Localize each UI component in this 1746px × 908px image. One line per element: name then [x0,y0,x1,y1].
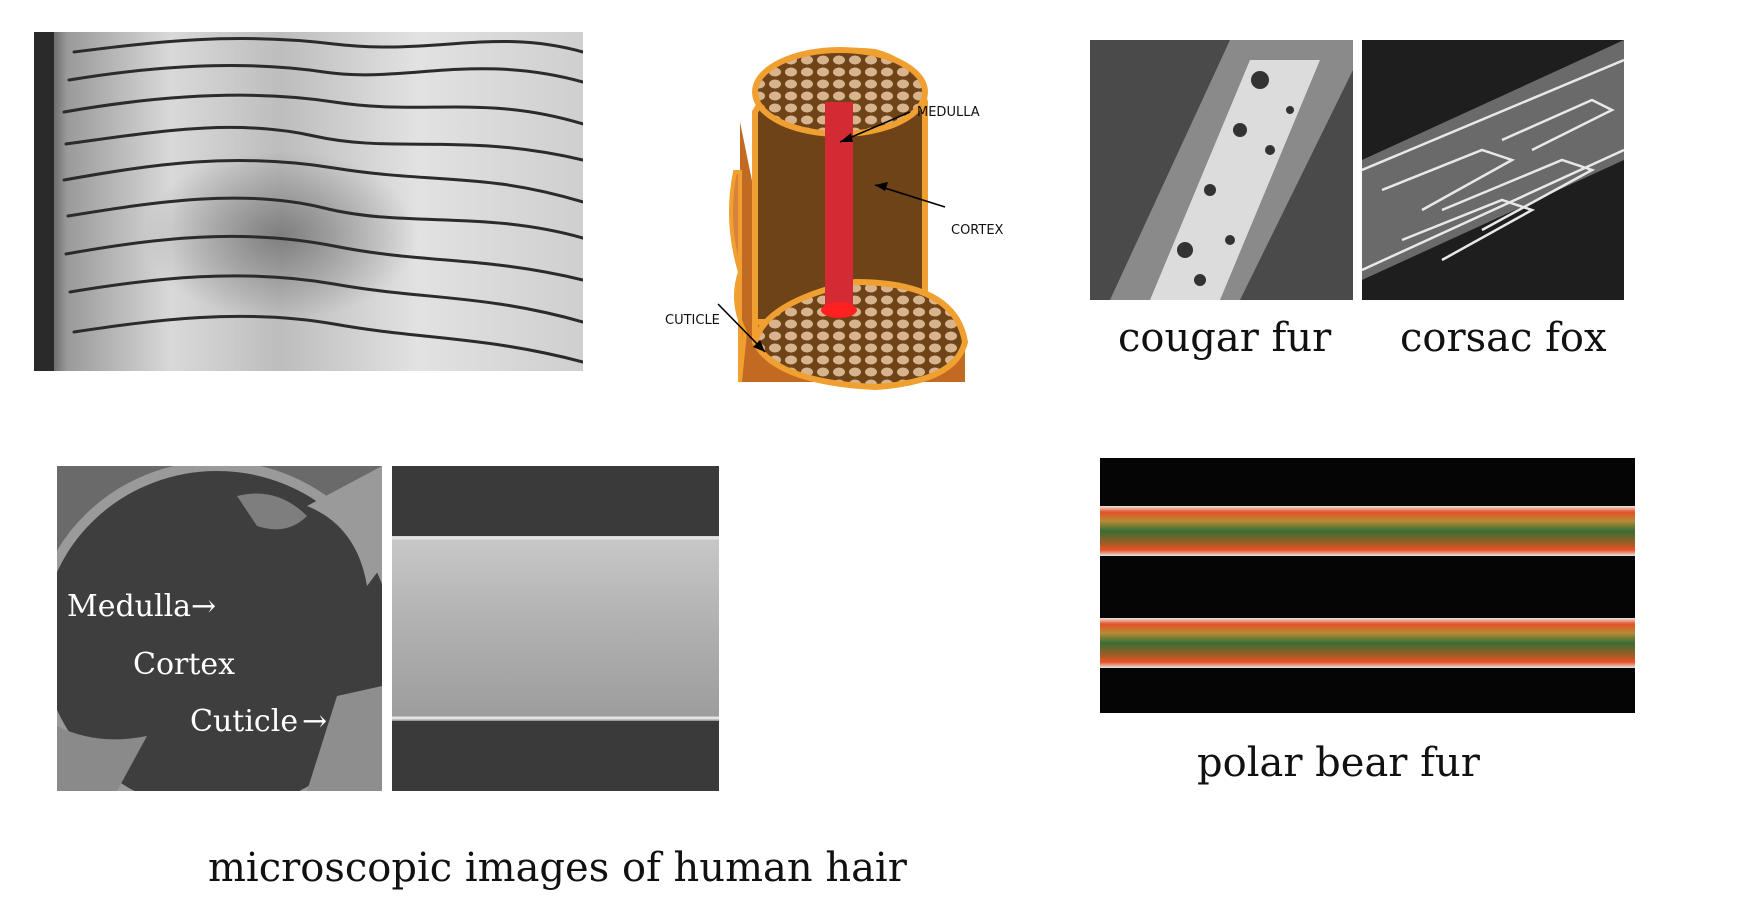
polar-bear-fur-micrograph [1100,458,1635,713]
human-hair-cross-section-micrograph: Medulla → Cortex Cuticle → [57,466,382,791]
human-hair-caption: microscopic images of human hair [208,845,907,891]
human-hair-shaft-micrograph [392,466,719,791]
svg-text:→: → [302,704,327,739]
cross-section-cuticle-label: Cuticle [190,704,298,739]
hair-structure-diagram: MEDULLA CORTEX CUTICLE [655,42,1035,422]
medulla-shape [825,102,853,312]
cougar-fur-caption: cougar fur [1118,315,1332,361]
cross-section-cortex-label: Cortex [133,647,235,682]
cougar-fur-micrograph [1090,40,1353,300]
cortex-label: CORTEX [951,223,1004,238]
corsac-fox-micrograph [1362,40,1624,300]
corsac-fox-caption: corsac fox [1400,315,1607,361]
medulla-label: MEDULLA [917,105,980,120]
cross-section-medulla-label: Medulla [67,589,191,624]
svg-text:→: → [191,589,216,624]
cuticle-scales-micrograph [34,32,583,371]
cuticle-label: CUTICLE [665,313,720,328]
polar-bear-fur-caption: polar bear fur [1197,740,1480,786]
